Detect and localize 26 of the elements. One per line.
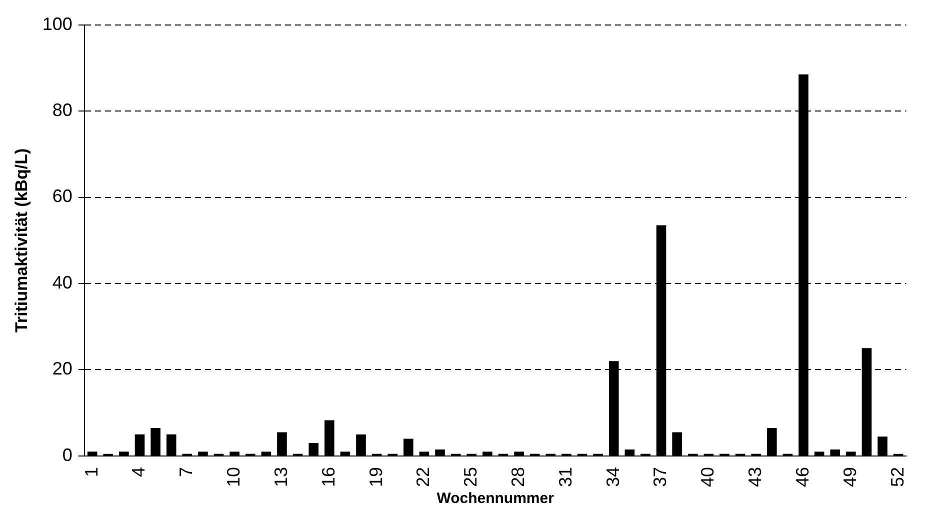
x-tick-label: 22 [413,466,434,488]
x-tick-label: 52 [887,466,908,488]
x-tick-label: 4 [128,466,149,477]
x-tick-label: 34 [602,466,623,488]
y-tick-label: 80 [52,100,72,120]
x-tick-label: 7 [176,466,196,477]
y-tick-label: 40 [52,272,72,292]
x-tick-label: 31 [555,466,576,488]
x-tick-label: 16 [318,466,338,488]
x-tick-label: 25 [460,466,481,488]
x-tick-label: 1 [81,466,102,477]
y-axis-title: Tritiumaktivität (kBq/L) [12,148,31,332]
x-tick-label: 37 [650,466,670,488]
y-tick-label: 100 [42,14,72,34]
x-axis-title: Wochennummer [436,490,554,508]
y-tick-label: 0 [62,444,72,465]
x-tick-label: 13 [270,466,291,488]
y-tick-label: 20 [52,358,72,379]
x-tick-label: 43 [745,466,766,488]
x-tick-label: 28 [508,466,528,488]
x-tick-label: 40 [698,466,718,488]
x-tick-label: 49 [840,466,860,488]
x-tick-label: 46 [792,466,812,488]
x-tick-label: 19 [366,466,386,488]
y-tick-label: 60 [52,186,72,206]
x-tick-label: 10 [224,466,244,488]
